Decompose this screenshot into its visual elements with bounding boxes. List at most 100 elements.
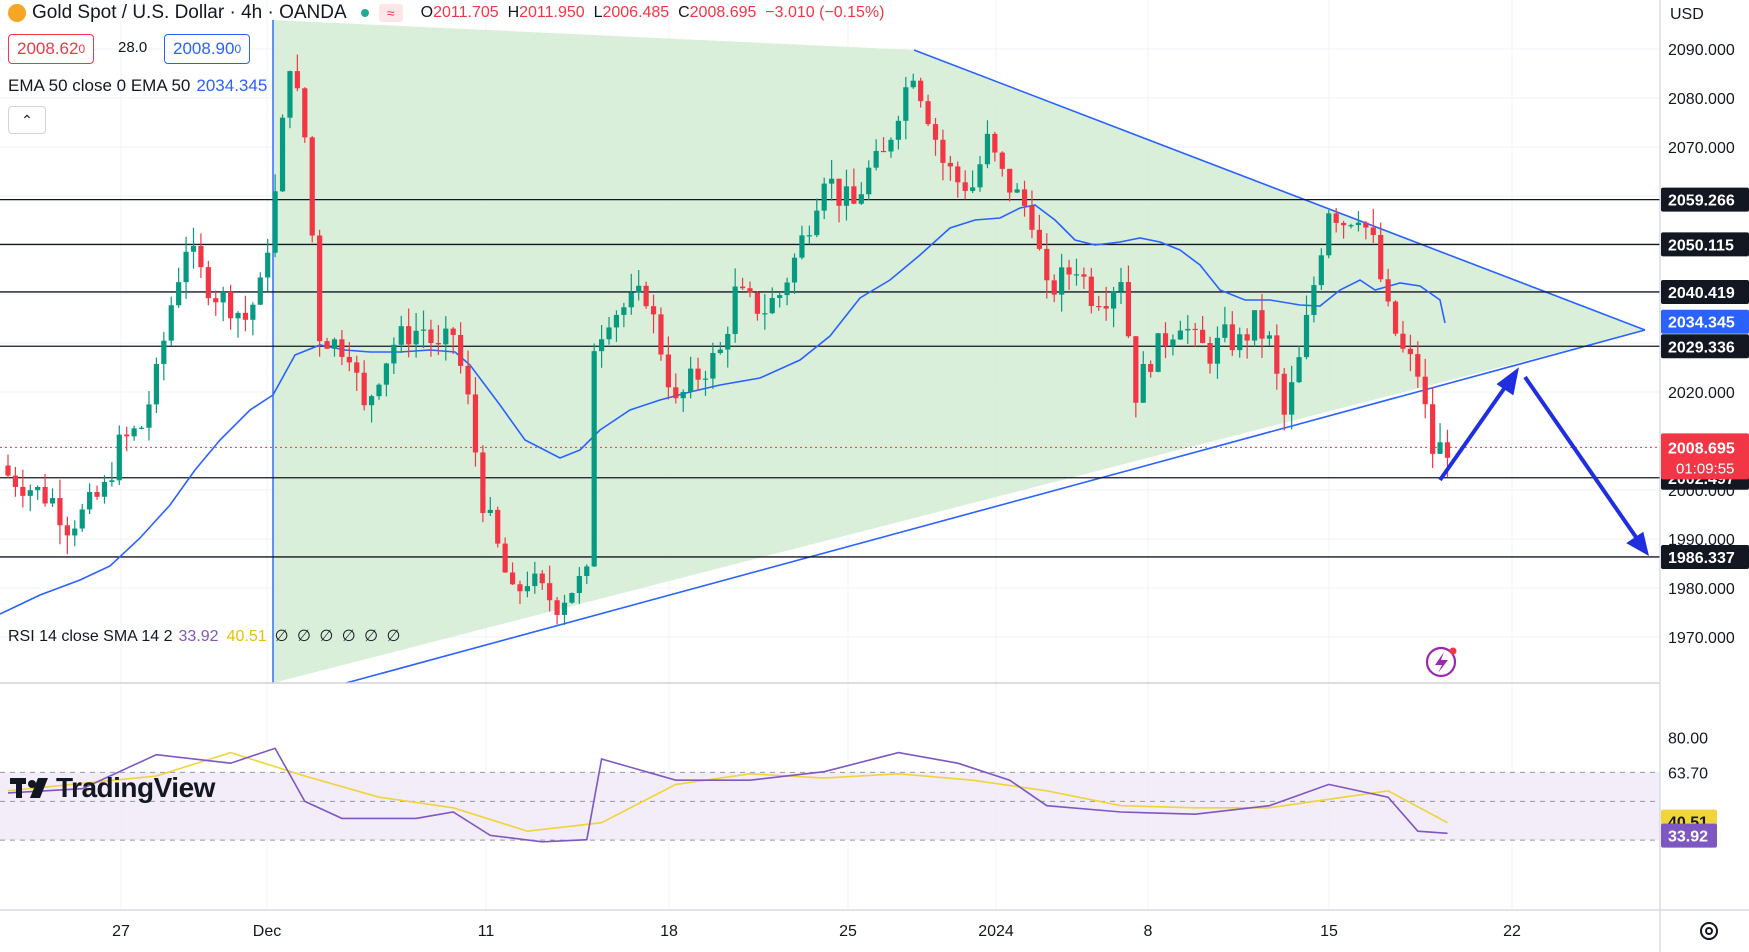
candle-body <box>331 339 338 349</box>
candle-body <box>1051 280 1057 295</box>
candle-body <box>762 313 768 315</box>
candle-body <box>443 328 449 345</box>
candle-body <box>302 88 308 138</box>
candle-body <box>984 133 991 165</box>
candle-body <box>1222 324 1228 338</box>
currency-label[interactable]: USD <box>1670 6 1704 23</box>
candle-body <box>977 164 983 188</box>
candle-body <box>702 378 709 380</box>
candle-body <box>1274 335 1280 374</box>
candle-body <box>517 584 523 592</box>
candle-body <box>613 314 620 328</box>
candle-body <box>643 285 649 307</box>
ema-legend[interactable]: EMA 50 close 0 EMA 50 2034.345 <box>8 76 268 95</box>
time-tick-label: Dec <box>253 923 281 940</box>
candle-body <box>354 362 360 373</box>
price-tick-label: 1970.000 <box>1668 630 1735 647</box>
candle-body <box>1444 442 1451 458</box>
candle-body <box>346 356 352 363</box>
candle-body <box>1303 314 1310 358</box>
candle-body <box>725 333 731 350</box>
candle-body <box>524 586 530 592</box>
flash-icon[interactable] <box>1425 646 1457 678</box>
candle-body <box>1014 189 1020 193</box>
candle-body <box>1125 282 1132 337</box>
time-tick-label: 22 <box>1503 923 1521 940</box>
time-tick-label: 18 <box>660 923 678 940</box>
candle-body <box>599 339 605 352</box>
candle-body <box>888 139 894 152</box>
collapse-legend-button[interactable]: ⌃ <box>8 106 46 134</box>
candle-body <box>235 312 241 319</box>
ema-price-label: 2034.345 <box>1668 315 1735 332</box>
candle-body <box>1415 354 1421 377</box>
candle-body <box>450 328 456 335</box>
rsi-pane <box>0 747 1660 843</box>
market-status-dot <box>360 9 369 17</box>
candle-body <box>1021 189 1028 206</box>
triangle-upper-line <box>913 49 1646 331</box>
candle-body <box>324 341 330 349</box>
current-price-label: 2008.695 <box>1668 440 1735 457</box>
candle-body <box>992 133 998 153</box>
candle-body <box>131 428 137 437</box>
candle-body <box>584 566 590 576</box>
candle-body <box>665 354 671 388</box>
wave-icon[interactable]: ≈ <box>378 4 403 22</box>
candle-body <box>1170 339 1176 347</box>
candle-body <box>146 404 152 428</box>
candle-body <box>880 150 887 153</box>
candle-body <box>317 235 323 342</box>
chevron-up-icon: ⌃ <box>21 112 33 128</box>
sell-button[interactable]: 2008.620 <box>8 34 95 64</box>
candle-body <box>710 353 716 379</box>
candle-body <box>858 194 864 204</box>
candle-body <box>361 372 367 406</box>
ema-50-line <box>0 204 1446 615</box>
candle-body <box>1029 205 1035 230</box>
candle-body <box>621 307 627 315</box>
candle-body <box>1185 328 1191 331</box>
candle-body <box>955 166 961 183</box>
candle-body <box>606 327 612 340</box>
candle-body <box>806 235 812 237</box>
candle-body <box>72 528 78 536</box>
ohlc-readout: O2011.705 H2011.950 L2006.485 C2008.695 … <box>420 4 885 21</box>
candle-body <box>242 312 249 320</box>
level-price-label: 2059.266 <box>1668 193 1735 210</box>
gear-icon[interactable] <box>1700 922 1718 940</box>
candle-body <box>1059 267 1065 295</box>
candle-body <box>339 339 345 357</box>
candle-body <box>250 304 256 320</box>
candle-body <box>851 186 857 204</box>
time-tick-label: 8 <box>1144 923 1153 940</box>
candle-body <box>183 251 189 283</box>
candle-body <box>1200 329 1206 344</box>
candle-body <box>1289 382 1295 415</box>
candle-body <box>458 334 464 366</box>
candle-body <box>509 572 516 585</box>
candle-body <box>309 137 315 236</box>
rsi-legend[interactable]: RSI 14 close SMA 14 2 33.92 40.51 ∅ ∅ ∅ ∅ ∅… <box>8 628 403 645</box>
buy-button[interactable]: 2008.900 <box>164 34 251 64</box>
candle-body <box>843 186 850 206</box>
candle-body <box>391 344 397 364</box>
candle-body <box>79 509 85 529</box>
candle-body <box>814 210 820 236</box>
symbol-title[interactable]: Gold Spot / U.S. Dollar · 4h · OANDA <box>32 2 347 23</box>
time-axis[interactable]: 27 Dec 11 18 25 2024 8 15 22 <box>112 923 1521 940</box>
candle-body <box>287 71 293 118</box>
price-axis[interactable]: 1970.0001980.0001990.0002000.0002010.000… <box>1661 42 1749 647</box>
candle-body <box>673 387 679 399</box>
time-tick-label: 25 <box>839 923 857 940</box>
tradingview-logo-icon <box>10 778 48 798</box>
candle-body <box>1326 213 1332 256</box>
candle-body <box>591 351 597 567</box>
tradingview-logo[interactable]: TradingView <box>10 772 215 804</box>
candle-body <box>650 306 657 315</box>
candle-body <box>383 363 390 385</box>
candle-body <box>1237 334 1243 351</box>
candle-body <box>1266 335 1272 339</box>
